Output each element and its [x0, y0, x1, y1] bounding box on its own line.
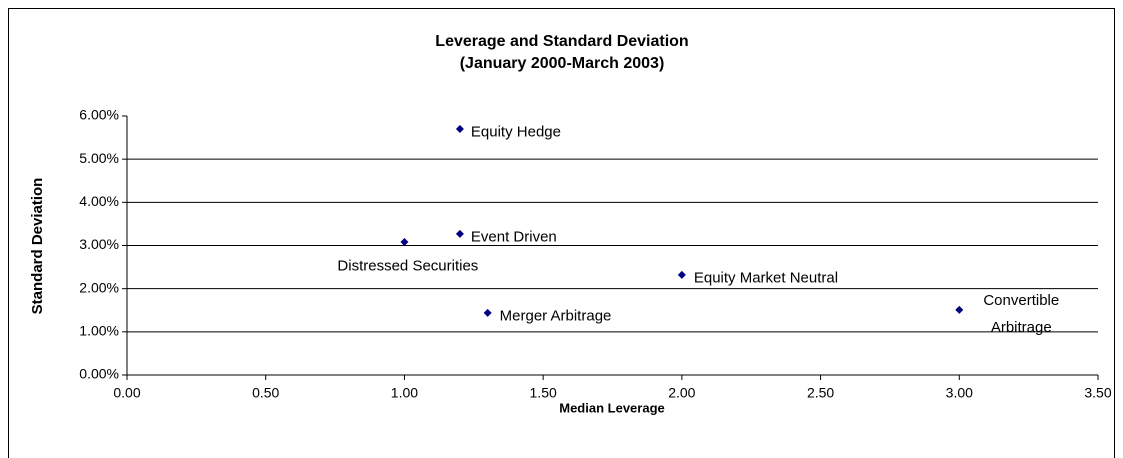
point-label: Convertible Arbitrage — [983, 291, 1060, 336]
point — [677, 270, 686, 279]
y-tick-label: 0.00% — [79, 366, 119, 382]
chart-frame — [8, 8, 1115, 458]
chart-title: Leverage and Standard Deviation — [435, 33, 688, 50]
y-tick-label: 5.00% — [79, 150, 119, 166]
point — [400, 238, 409, 247]
x-axis-label: Median Leverage — [559, 400, 665, 415]
x-tick-label: 3.50 — [1084, 385, 1111, 401]
point-label: Equity Hedge — [470, 123, 561, 141]
y-axis-label: Standard Deviation — [29, 178, 46, 315]
point — [483, 308, 492, 317]
point-label: Event Driven — [470, 228, 557, 246]
chart-subtitle: (January 2000-March 2003) — [460, 55, 665, 72]
point — [455, 229, 464, 238]
y-tick-label: 1.00% — [79, 323, 119, 339]
x-tick-label: 1.50 — [530, 385, 557, 401]
point — [955, 305, 964, 314]
y-tick-label: 6.00% — [79, 107, 119, 123]
y-tick-label: 4.00% — [79, 193, 119, 209]
y-tick-label: 3.00% — [79, 236, 119, 252]
point — [455, 124, 464, 133]
x-tick-label: 2.00 — [668, 385, 695, 401]
x-tick-label: 1.00 — [391, 385, 418, 401]
x-tick-label: 0.00 — [113, 385, 140, 401]
point-label: Merger Arbitrage — [499, 307, 612, 325]
point-label: Equity Market Neutral — [693, 269, 839, 287]
y-tick-label: 2.00% — [79, 279, 119, 295]
point-label: Distressed Securities — [337, 257, 479, 275]
x-tick-label: 3.00 — [946, 385, 973, 401]
x-tick-label: 0.50 — [252, 385, 279, 401]
x-tick-label: 2.50 — [807, 385, 834, 401]
